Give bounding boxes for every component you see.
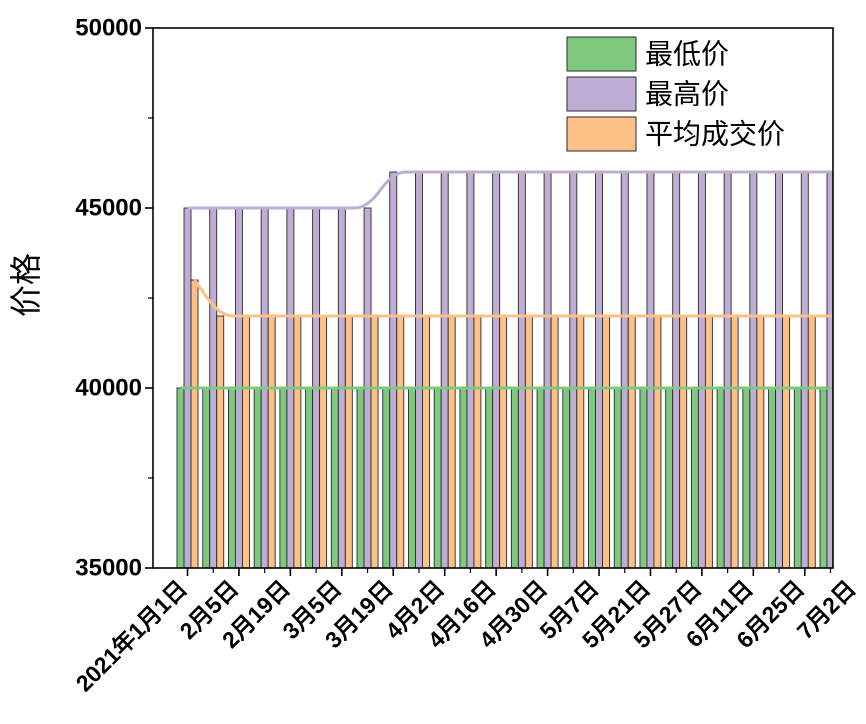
legend-label: 平均成交价: [645, 119, 785, 150]
bar-lowest-price: [639, 387, 648, 568]
bar-lowest-price: [459, 387, 468, 568]
y-axis: 35000 40000 45000 50000: [75, 15, 153, 582]
bar-average-deal-price: [807, 315, 816, 568]
bar-average-deal-price: [216, 315, 225, 568]
bar-highest-price: [672, 171, 681, 568]
bar-lowest-price: [330, 387, 339, 568]
bar-average-deal-price: [704, 315, 713, 568]
bar-lowest-price: [742, 387, 751, 568]
bar-average-deal-price: [319, 315, 328, 568]
y-axis-title: 价格: [8, 253, 44, 317]
y-tick-label: 50000: [75, 15, 142, 42]
bar-average-deal-price: [396, 315, 405, 568]
y-tick-label: 45000: [75, 195, 142, 222]
bar-average-deal-price: [447, 315, 456, 568]
bar-lowest-price: [819, 387, 828, 568]
bar-highest-price: [440, 171, 449, 568]
lines-layer: [180, 170, 833, 390]
bar-highest-price: [723, 171, 732, 568]
bar-lowest-price: [613, 387, 622, 568]
bar-lowest-price: [485, 387, 494, 568]
bar-highest-price: [543, 171, 552, 568]
bar-average-deal-price: [782, 315, 791, 568]
legend-swatch-average-deal-price: [566, 116, 637, 152]
y-tick-label: 40000: [75, 375, 142, 402]
bar-average-deal-price: [241, 315, 250, 568]
line-average-deal-price: [193, 279, 833, 318]
bar-average-deal-price: [756, 315, 765, 568]
bar-lowest-price: [433, 387, 442, 568]
bar-average-deal-price: [550, 315, 559, 568]
bar-average-deal-price: [293, 315, 302, 568]
bar-lowest-price: [510, 387, 519, 568]
bar-highest-price: [620, 171, 629, 568]
bar-highest-price: [646, 171, 655, 568]
bar-average-deal-price: [576, 315, 585, 568]
bar-average-deal-price: [524, 315, 533, 568]
bar-lowest-price: [202, 387, 211, 568]
bar-lowest-price: [227, 387, 236, 568]
bar-average-deal-price: [679, 315, 688, 568]
bar-average-deal-price: [730, 315, 739, 568]
bar-lowest-price: [716, 387, 725, 568]
y-tick-label: 35000: [75, 555, 142, 582]
bar-highest-price: [595, 171, 603, 568]
bar-highest-price: [749, 171, 758, 568]
bar-highest-price: [389, 171, 398, 568]
bar-lowest-price: [562, 387, 571, 568]
bar-lowest-price: [305, 387, 314, 568]
bar-highest-price: [775, 171, 784, 568]
bar-average-deal-price: [602, 315, 610, 568]
bar-highest-price: [415, 171, 423, 568]
bar-average-deal-price: [422, 315, 430, 568]
legend-label: 最低价: [645, 39, 729, 70]
bar-highest-price: [569, 171, 578, 568]
bar-lowest-price: [768, 387, 777, 568]
bar-lowest-price: [408, 387, 416, 568]
bar-highest-price: [466, 171, 475, 568]
bar-average-deal-price: [473, 315, 482, 568]
bar-lowest-price: [253, 387, 262, 568]
legend-label: 最高价: [645, 79, 729, 110]
bar-average-deal-price: [370, 315, 379, 568]
bar-lowest-price: [176, 387, 185, 568]
bar-average-deal-price: [190, 279, 199, 568]
bar-average-deal-price: [627, 315, 636, 568]
legend-swatch-lowest-price: [566, 36, 637, 72]
bar-highest-price: [517, 171, 526, 568]
bar-average-deal-price: [267, 315, 276, 568]
bar-lowest-price: [382, 387, 391, 568]
bar-lowest-price: [690, 387, 699, 568]
bar-highest-price: [492, 171, 501, 568]
bar-lowest-price: [665, 387, 674, 568]
bar-average-deal-price: [653, 315, 662, 568]
bar-highest-price: [697, 171, 706, 568]
bar-lowest-price: [588, 387, 596, 568]
bar-lowest-price: [793, 387, 802, 568]
bar-lowest-price: [279, 387, 288, 568]
bar-lowest-price: [536, 387, 545, 568]
bar-lowest-price: [356, 387, 365, 568]
legend-swatch-highest-price: [566, 76, 637, 112]
bar-highest-price: [800, 171, 809, 568]
line-highest-price: [187, 170, 833, 210]
bar-average-deal-price: [344, 315, 353, 568]
bar-average-deal-price: [499, 315, 508, 568]
